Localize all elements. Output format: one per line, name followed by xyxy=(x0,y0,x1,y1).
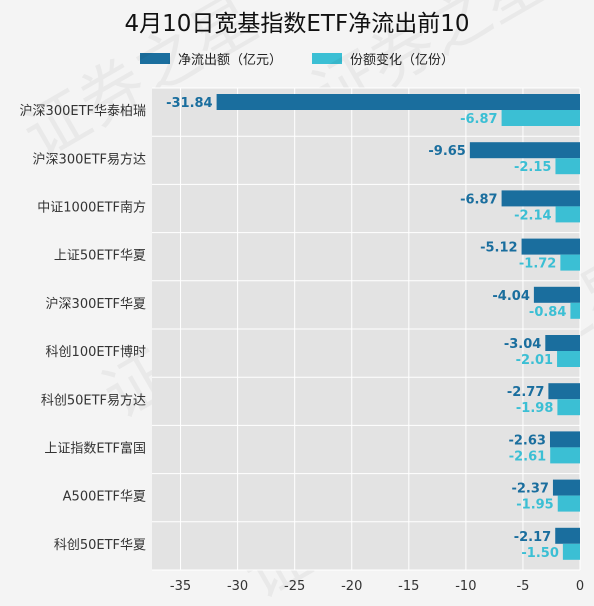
chart-title: 4月10日宽基指数ETF净流出前10 xyxy=(124,11,470,37)
data-label-share-change: -1.50 xyxy=(521,546,558,561)
data-label-net-outflow: -2.63 xyxy=(508,433,545,448)
bar-share-change xyxy=(555,206,580,223)
data-label-share-change: -2.15 xyxy=(514,160,551,175)
data-label-share-change: -6.87 xyxy=(460,112,497,127)
category-label: 科创100ETF博时 xyxy=(46,345,146,360)
bar-share-change xyxy=(550,447,580,464)
bar-net-outflow xyxy=(216,94,580,110)
data-label-net-outflow: -2.37 xyxy=(511,482,548,497)
x-tick-label: -30 xyxy=(227,579,248,594)
legend-swatch-net-outflow xyxy=(139,53,170,64)
x-tick-label: -10 xyxy=(455,579,476,594)
category-axis: 沪深300ETF华泰柏瑞沪深300ETF易方达中证1000ETF南方上证50ET… xyxy=(20,103,146,553)
legend-label-net-outflow: 净流出额（亿元） xyxy=(177,53,282,68)
x-tick-label: -20 xyxy=(341,579,362,594)
bar-net-outflow xyxy=(548,383,580,400)
bar-share-change xyxy=(562,543,580,560)
x-tick-label: -15 xyxy=(398,579,419,594)
data-label-share-change: -1.72 xyxy=(519,257,556,272)
legend-item-share-change: 份额变化（亿份） xyxy=(312,49,454,68)
data-label-share-change: -1.98 xyxy=(516,401,553,416)
bar-share-change xyxy=(557,351,580,367)
bar-net-outflow xyxy=(533,286,580,303)
data-label-net-outflow: -5.12 xyxy=(480,241,517,256)
bar-net-outflow xyxy=(549,431,580,448)
x-tick-label: -35 xyxy=(170,579,191,594)
x-tick-label: 0 xyxy=(576,579,584,594)
data-label-share-change: -1.95 xyxy=(516,498,553,513)
data-label-net-outflow: -3.04 xyxy=(504,337,541,352)
category-label: 上证50ETF华夏 xyxy=(54,249,146,264)
bar-net-outflow xyxy=(469,142,580,159)
x-tick-label: -25 xyxy=(284,579,305,594)
category-label: 沪深300ETF华夏 xyxy=(46,296,146,312)
data-label-net-outflow: -2.17 xyxy=(514,530,551,545)
bar-net-outflow xyxy=(555,527,580,544)
data-labels: -31.84 -6.87 -9.65 -2.15 -6.87 -2.14 -5.12-1.7… xyxy=(166,96,566,561)
bars xyxy=(216,94,580,560)
bar-net-outflow xyxy=(501,190,580,207)
category-label: 科创50ETF易方达 xyxy=(41,392,146,408)
data-label-share-change: -2.61 xyxy=(509,449,546,464)
data-label-net-outflow: -6.87 xyxy=(460,192,497,207)
data-label-net-outflow: -2.77 xyxy=(507,385,544,400)
bar-share-change xyxy=(557,495,580,512)
category-label: 沪深300ETF易方达 xyxy=(33,151,146,167)
category-label: 上证指数ETF富国 xyxy=(44,441,146,457)
legend: 净流出额（亿元） 份额变化（亿份） xyxy=(0,49,594,68)
data-label-share-change: -2.01 xyxy=(516,353,553,368)
legend-label-share-change: 份额变化（亿份） xyxy=(350,53,455,68)
bar-share-change xyxy=(560,254,580,271)
data-label-net-outflow: -4.04 xyxy=(492,289,529,304)
category-label: A500ETF华夏 xyxy=(63,490,146,505)
category-label: 科创50ETF华夏 xyxy=(54,538,146,553)
category-label: 沪深300ETF华泰柏瑞 xyxy=(20,103,146,119)
bar-share-change xyxy=(570,302,580,319)
legend-swatch-share-change xyxy=(312,53,342,64)
data-label-share-change: -2.14 xyxy=(514,208,551,223)
value-axis: -35 -30 -25 -20 -15 -10 -5 0 xyxy=(170,579,584,594)
data-label-net-outflow: -31.84 xyxy=(166,96,213,111)
bar-net-outflow xyxy=(545,335,580,351)
data-label-net-outflow: -9.65 xyxy=(428,144,465,159)
legend-item-net-outflow: 净流出额（亿元） xyxy=(139,49,282,68)
bar-net-outflow xyxy=(521,238,580,255)
data-label-share-change: -0.84 xyxy=(529,305,566,320)
x-tick-label: -5 xyxy=(516,579,529,594)
category-label: 中证1000ETF南方 xyxy=(37,200,146,216)
gridlines xyxy=(152,87,581,571)
bar-share-change xyxy=(501,110,580,126)
bar-share-change xyxy=(557,399,580,416)
bar-net-outflow xyxy=(552,479,580,496)
bar-share-change xyxy=(555,158,580,175)
